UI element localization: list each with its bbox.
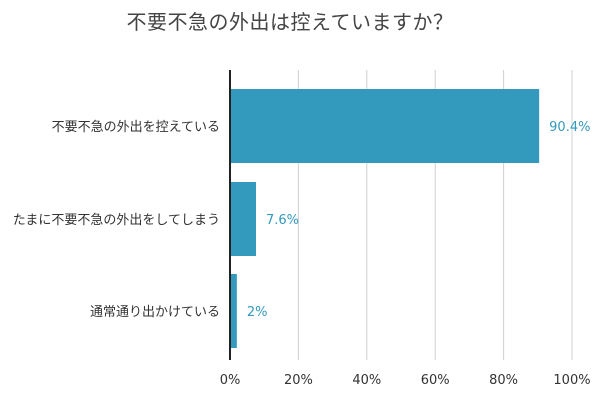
x-tick-label: 20% [284, 373, 313, 388]
bar [230, 89, 540, 163]
bar [230, 274, 237, 348]
x-tick-label: 100% [553, 373, 590, 388]
category-label: 通常通り出かけている [90, 305, 220, 320]
x-tick-label: 0% [220, 373, 241, 388]
bars [230, 89, 540, 348]
x-tick-label: 80% [489, 373, 518, 388]
data-label: 7.6% [266, 213, 299, 228]
value-labels: 90.4% 7.6% 2% [247, 120, 591, 320]
x-tick-label: 40% [352, 373, 381, 388]
chart-title: 不要不急の外出は控えていますか？ [126, 10, 454, 34]
category-label: たまに不要不急の外出をしてしまう [13, 213, 220, 228]
data-label: 2% [247, 305, 268, 320]
bar [230, 182, 256, 256]
x-axis-ticks: 0% 20% 40% 60% 80% 100% [220, 373, 591, 388]
category-label: 不要不急の外出を控えている [52, 120, 220, 135]
data-label: 90.4% [549, 120, 590, 135]
x-tick-label: 60% [421, 373, 450, 388]
